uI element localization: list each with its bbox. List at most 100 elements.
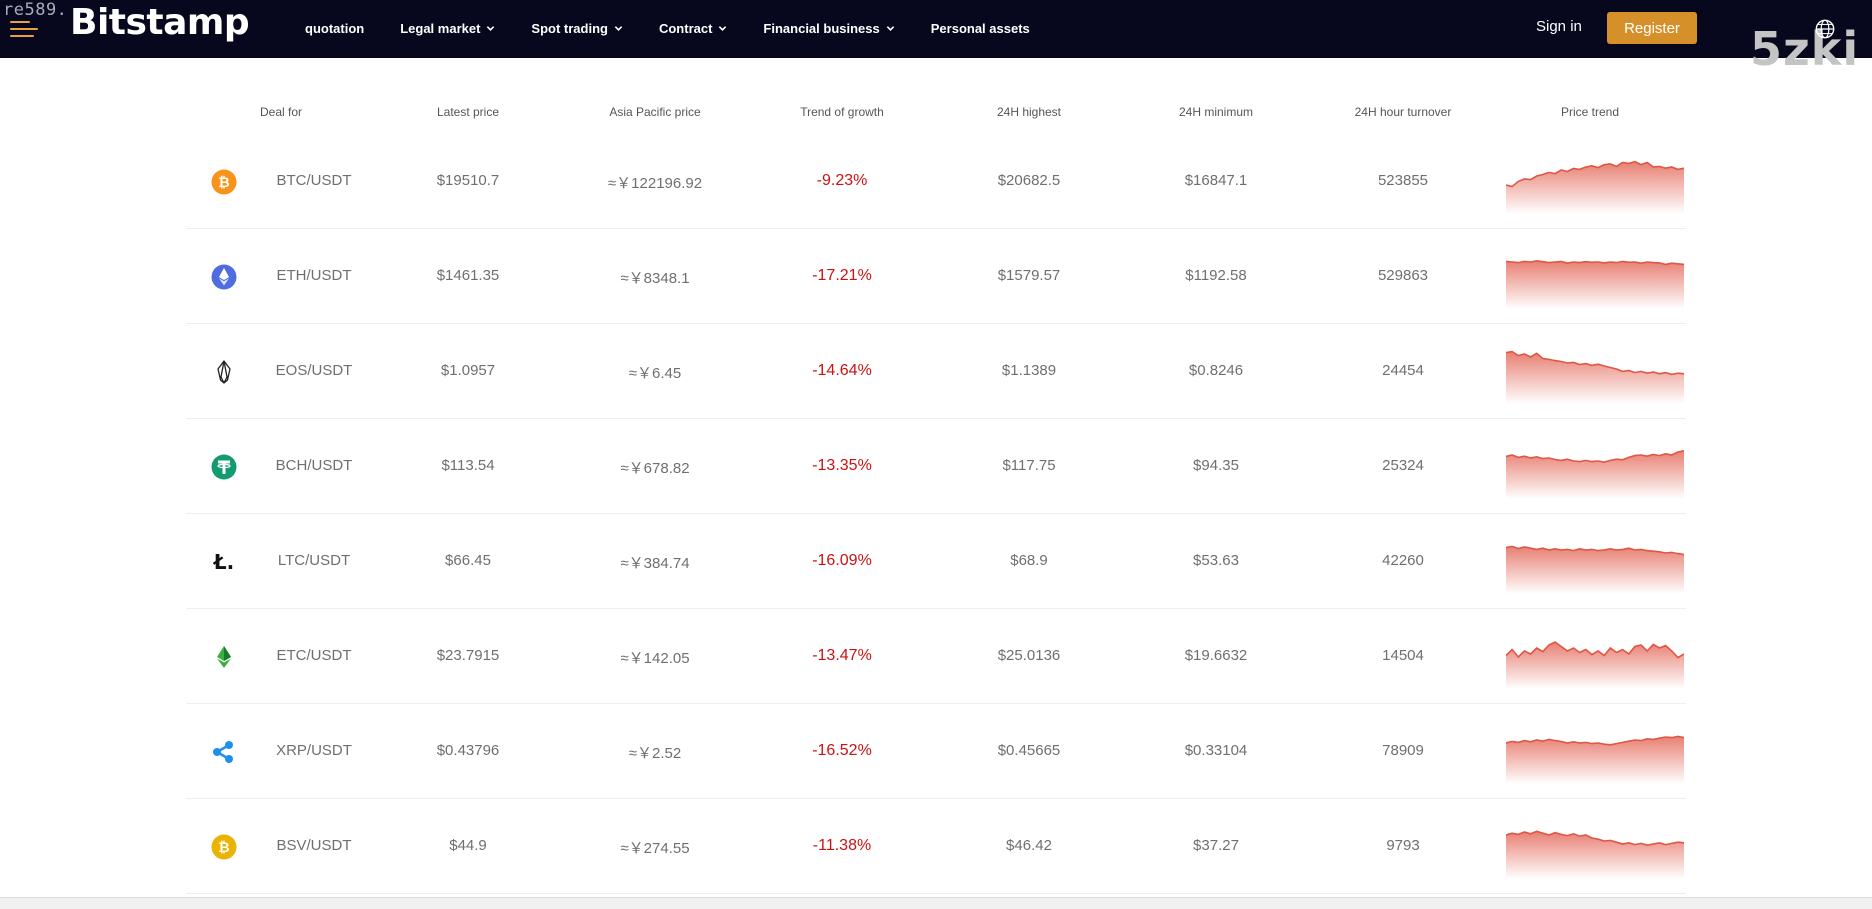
sparkline-line [1506,450,1684,464]
column-header-price-trend: Price trend [1560,105,1620,119]
column-header-trend-growth: Trend of growth [800,105,884,119]
sparkline-area [1506,351,1684,404]
24h-low: $1192.58 [1185,267,1247,284]
price-trend-sparkline [1506,450,1684,499]
pair-name[interactable]: ETH/USDT [276,267,352,284]
24h-low: $0.8246 [1188,362,1244,379]
24h-high: $25.0136 [997,647,1061,664]
chevron-down-icon [614,25,623,31]
sparkline-line [1506,160,1684,188]
latest-price: $1.0957 [440,362,496,379]
asia-pacific-price: ≈￥142.05 [620,650,690,667]
pair-name[interactable]: XRP/USDT [276,742,352,759]
browser-status-bar [0,897,1872,909]
register-button[interactable]: Register [1607,12,1697,44]
watermark-text-right: 5zki [1750,22,1860,76]
sparkline-line [1506,350,1684,376]
asia-pacific-price: ≈￥274.55 [620,840,690,857]
sparkline-line [1506,735,1684,746]
table-row[interactable]: Ł. LTC/USDT $66.45 ≈￥384.74 -16.09% $68.… [186,514,1686,609]
sparkline-area [1506,450,1684,499]
nav-item-contract[interactable]: Contract [659,21,727,36]
latest-price: $66.45 [445,552,491,569]
bitcoin-sv-icon: ₿ [211,834,237,860]
latest-price: $23.7915 [436,647,500,664]
nav-label: quotation [305,20,365,36]
chevron-down-icon [719,25,727,31]
growth-percent: -17.21% [812,267,872,284]
24h-high: $0.45665 [997,742,1061,759]
price-trend-sparkline [1506,830,1684,879]
24h-turnover: 25324 [1382,457,1424,474]
24h-low: $0.33104 [1184,742,1248,759]
site-logo[interactable]: Bitstamp [70,2,250,43]
sparkline-area [1506,546,1684,594]
table-row[interactable]: BCH/USDT $113.54 ≈￥678.82 -13.35% $117.7… [186,419,1686,514]
tether-icon [211,454,237,480]
column-header-24h-minimum: 24H minimum [1178,105,1254,119]
table-row[interactable]: EOS/USDT $1.0957 ≈￥6.45 -14.64% $1.1389 … [186,324,1686,419]
price-trend-sparkline [1506,545,1684,594]
table-row[interactable]: ETH/USDT $1461.35 ≈￥8348.1 -17.21% $1579… [186,229,1686,324]
sparkline-line [1506,641,1684,659]
24h-turnover: 78909 [1382,742,1424,759]
litecoin-icon: Ł. [213,550,234,574]
sparkline-line [1506,545,1684,556]
svg-text:Ł.: Ł. [213,550,234,574]
pair-name[interactable]: BTC/USDT [276,172,352,189]
24h-turnover: 9793 [1386,837,1420,854]
table-row[interactable]: ₿ BSV/USDT $44.9 ≈￥274.55 -11.38% $46.42… [186,799,1686,894]
growth-percent: -14.64% [812,362,872,379]
pair-name[interactable]: BCH/USDT [275,457,353,474]
24h-high: $46.42 [1006,837,1052,854]
price-trend-sparkline [1506,160,1684,214]
asia-pacific-price: ≈￥678.82 [620,460,690,477]
pair-name[interactable]: LTC/USDT [277,552,351,569]
24h-turnover: 24454 [1382,362,1424,379]
watermark-text-left: re589. [3,0,68,20]
table-row[interactable]: ₿ BTC/USDT $19510.7 ≈￥122196.92 -9.23% $… [186,134,1686,229]
nav-label: Personal assets [930,20,1030,36]
chevron-down-icon [886,25,894,31]
latest-price: $1461.35 [436,267,500,284]
svg-text:₿: ₿ [218,175,229,191]
column-header-latest-price: Latest price [436,105,500,119]
nav-item-financial-business[interactable]: Financial business [763,21,894,36]
price-trend-sparkline [1506,350,1684,404]
sparkline-area [1506,642,1684,689]
sign-in-link[interactable]: Sign in [1536,18,1582,35]
24h-turnover: 14504 [1382,647,1424,664]
24h-high: $117.75 [1002,457,1056,474]
chevron-down-icon [487,25,495,31]
table-row[interactable]: XRP/USDT $0.43796 ≈￥2.52 -16.52% $0.4566… [186,704,1686,799]
sparkline-line [1506,259,1684,266]
growth-percent: -16.52% [812,742,872,759]
pair-name[interactable]: EOS/USDT [275,362,353,379]
asia-pacific-price: ≈￥122196.92 [607,175,703,192]
ethereum-classic-icon [217,646,231,668]
growth-percent: -13.35% [812,457,872,474]
pair-name[interactable]: BSV/USDT [276,837,352,854]
column-header-deal-for: Deal for [259,105,303,119]
ethereum-icon [211,264,237,290]
24h-low: $94.35 [1193,457,1239,474]
24h-high: $20682.5 [997,172,1061,189]
nav-item-quotation[interactable]: quotation [305,21,364,36]
nav-item-personal-assets[interactable]: Personal assets [931,21,1030,36]
nav-item-spot-trading[interactable]: Spot trading [531,21,623,36]
24h-low: $37.27 [1193,837,1239,854]
globe-language-icon[interactable] [1814,18,1836,40]
24h-turnover: 529863 [1377,267,1429,284]
nav-label: Legal market [400,20,481,36]
nav-label: Spot trading [531,20,608,36]
latest-price: $19510.7 [436,172,500,189]
eos-icon [217,360,231,384]
latest-price: $113.54 [441,457,495,474]
24h-turnover: 523855 [1377,172,1429,189]
column-header-asia-pacific: Asia Pacific price [609,105,701,119]
main-nav: quotation Legal market Spot trading Cont… [305,0,1066,56]
nav-item-legal-market[interactable]: Legal market [400,21,495,36]
table-row[interactable]: ETC/USDT $23.7915 ≈￥142.05 -13.47% $25.0… [186,609,1686,704]
hamburger-menu-icon[interactable] [10,16,40,40]
pair-name[interactable]: ETC/USDT [276,647,352,664]
